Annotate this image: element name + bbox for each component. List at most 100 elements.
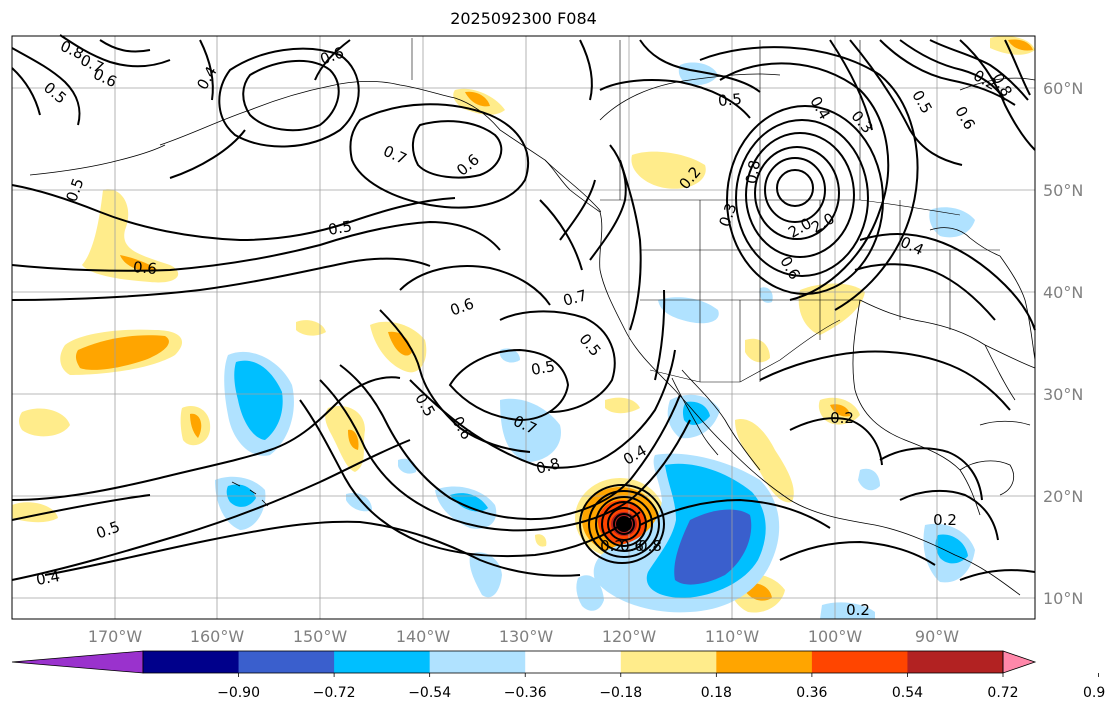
contour-line: [899, 489, 999, 541]
contour-line: [859, 233, 1036, 331]
contour-label: 0.4: [620, 441, 650, 469]
anomaly-patch: [82, 189, 179, 283]
contour-label: 0.8: [534, 454, 562, 478]
gulf-of-california: [681, 369, 761, 471]
anomaly-patch: [469, 552, 502, 598]
anomaly-patch: [388, 331, 412, 356]
contour-label: 0.8: [742, 159, 764, 186]
latitude-label: 30°N: [1043, 385, 1083, 404]
latitude-label: 20°N: [1043, 487, 1083, 506]
contour-label: 0.2: [933, 511, 957, 529]
contour-line: [759, 350, 1011, 411]
colorbar-tick-label: 0.54: [892, 685, 923, 701]
colorbar-tick-label: −0.72: [313, 685, 356, 701]
contour-label: 0.3: [847, 107, 876, 137]
colorbar: −0.90 −0.72 −0.54 −0.36 −0.18 0.18 0.36 0.54 0.7…: [11, 650, 1105, 701]
contour-label: 0.6: [620, 537, 644, 555]
colorbar-segment: [429, 651, 526, 673]
contour-line: [319, 379, 691, 532]
contour-label: 2.0: [808, 209, 838, 237]
gulf-coast: [859, 299, 1036, 369]
anomaly-patch: [678, 62, 718, 86]
contour-line: [44, 520, 581, 577]
contour-line: [619, 159, 642, 331]
colorbar-tick-label: 0.36: [796, 685, 827, 701]
longitude-label: 150°W: [293, 627, 348, 646]
contour-line: [959, 39, 1036, 151]
contour-line: [412, 120, 503, 179]
anomaly-patch: [735, 419, 794, 503]
contour-label: 0.5: [530, 357, 557, 379]
anomaly-patch: [929, 207, 975, 238]
contour-label: 0.5: [908, 87, 936, 117]
colorbar-tick-label: 0.90: [1083, 685, 1105, 701]
hurricane-isobar: [607, 507, 641, 541]
contour-line: [719, 62, 890, 301]
contour-line: [879, 39, 1016, 106]
anomaly-patch: [325, 406, 365, 472]
us-canada-border-east: [859, 199, 961, 216]
longitude-label: 170°W: [88, 627, 143, 646]
contour-line: [299, 399, 641, 558]
colorbar-segment: [620, 651, 717, 673]
anomaly-patch: [820, 602, 875, 619]
anomaly-patch: [120, 255, 158, 272]
baja-california: [671, 377, 719, 456]
colorbar-segment: [143, 651, 240, 673]
east-coast: [999, 255, 1036, 361]
contour-line: [579, 39, 593, 101]
contour-labels-layer: 0.80.70.60.50.40.60.7 0.60.50.60.50.60.50…: [35, 37, 1016, 619]
alaska-coastline: [159, 80, 601, 213]
anomaly-patch: [348, 429, 359, 450]
hurricane-isobar: [588, 490, 660, 558]
contour-label: 0.6: [951, 103, 979, 133]
anomaly-patch: [450, 493, 488, 512]
great-lakes: [929, 227, 1001, 257]
contour-line: [599, 79, 751, 119]
contour-line: [779, 540, 936, 566]
anomaly-patch: [759, 287, 773, 303]
map-frame: [11, 35, 1036, 620]
contour-label: 0.2: [830, 409, 854, 427]
anomaly-patch: [234, 360, 283, 440]
contour-line: [59, 34, 171, 68]
us-mexico-border: [649, 319, 841, 383]
longitude-label: 110°W: [705, 627, 760, 646]
colorbar-segment: [334, 651, 431, 673]
anomaly-patch: [605, 397, 640, 414]
contour-line: [849, 39, 963, 166]
colorbar-segment: [716, 651, 813, 673]
contour-label: 0.5: [411, 390, 439, 420]
map-title: 2025092300 F084: [450, 9, 597, 28]
contour-line: [879, 447, 983, 501]
contour-line: [11, 257, 431, 301]
anomaly-patch: [190, 413, 202, 438]
contour-line: [99, 39, 151, 53]
contour-line: [929, 39, 1029, 101]
contour-line: [169, 129, 246, 179]
contour-label: 0.6: [132, 258, 157, 278]
longitude-label: 130°W: [499, 627, 554, 646]
low-pressure-ring: [754, 146, 840, 240]
contour-line: [559, 179, 596, 241]
anomaly-shading-layer: [12, 36, 1035, 619]
colorbar-segment: [525, 651, 622, 673]
anomaly-patch: [935, 534, 968, 564]
longitude-label: 90°W: [915, 627, 959, 646]
anomaly-patch: [858, 468, 880, 491]
contour-line: [499, 310, 616, 413]
anomaly-patch: [576, 575, 604, 611]
coastlines-layer: [29, 73, 1036, 596]
longitude-label: 100°W: [808, 627, 863, 646]
latitude-label: 60°N: [1043, 79, 1083, 98]
contour-line: [539, 199, 583, 271]
contour-line: [959, 569, 1036, 581]
contour-line: [349, 103, 530, 209]
anomaly-patch: [465, 91, 490, 107]
contour-label: 0.8: [638, 537, 662, 555]
colorbar-tick-label: 0.18: [701, 685, 732, 701]
contour-label: 0.2: [600, 537, 624, 555]
hurricane-isobar: [613, 513, 635, 535]
contour-line: [314, 39, 351, 81]
